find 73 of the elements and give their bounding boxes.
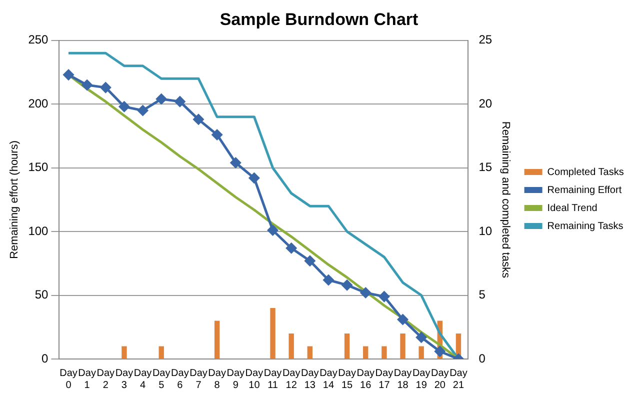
point: [248, 172, 260, 184]
point: [378, 291, 390, 302]
y2-axis-title: Remaining and completed tasks: [500, 121, 512, 278]
bar: [307, 346, 313, 359]
point: [286, 242, 297, 254]
x-tick-label: Day 20: [431, 368, 449, 391]
y2-tick-label: 15: [478, 160, 492, 174]
y2-tick-label: 5: [478, 288, 486, 302]
chart-title: Sample Burndown Chart: [220, 10, 419, 29]
x-tick-label: Day 18: [394, 368, 412, 391]
point: [156, 94, 167, 104]
bar: [158, 346, 164, 359]
bar: [418, 346, 424, 359]
bar: [214, 320, 220, 359]
legend-label: Completed Tasks: [547, 166, 624, 178]
x-tick-label: Day 14: [320, 368, 338, 391]
x-tick-label: Day 13: [301, 368, 319, 391]
x-tick-label: Day 2: [96, 368, 115, 391]
bar: [363, 346, 368, 359]
x-tick-label: Day 12: [282, 368, 300, 391]
x-tick-label: Day 19: [412, 368, 430, 391]
point: [342, 280, 352, 290]
point: [82, 80, 92, 90]
x-tick-label: Day 6: [171, 368, 189, 391]
legend-label: Remaining Effort: [547, 184, 622, 196]
bar: [270, 308, 276, 359]
y-axis-title: Remaining effort (hours): [8, 140, 21, 259]
x-tick-label: Day 10: [245, 368, 264, 391]
point: [230, 157, 241, 168]
point: [193, 114, 204, 125]
bar: [382, 346, 387, 359]
bar: [122, 346, 127, 359]
point: [268, 225, 278, 236]
bar: [344, 334, 350, 359]
point: [174, 96, 186, 107]
x-tick-label: Day 9: [226, 368, 245, 391]
x-tick-label: Day 21: [450, 368, 468, 391]
x-tick-label: Day 16: [356, 368, 375, 391]
x-tick-label: Day 8: [208, 368, 226, 391]
x-tick-label: Day 17: [375, 368, 394, 391]
bar: [288, 334, 294, 359]
bar: [400, 334, 406, 359]
y-tick-label: 0: [42, 351, 49, 366]
y-tick-label: 100: [28, 224, 49, 238]
x-tick-label: Day 5: [152, 368, 170, 391]
point: [118, 101, 130, 112]
point: [323, 274, 334, 286]
point: [63, 70, 74, 80]
y-tick-label: 50: [34, 288, 49, 302]
x-tick-label: Day 15: [338, 368, 356, 391]
y2-tick-label: 0: [478, 351, 486, 366]
point: [416, 332, 427, 343]
legend-label: Remaining Tasks: [547, 220, 624, 232]
point: [434, 346, 446, 357]
x-tick-label: Day 7: [190, 368, 208, 391]
point: [100, 82, 111, 93]
point: [398, 314, 408, 325]
legend-label: Ideal Trend: [547, 202, 598, 214]
point: [360, 287, 371, 298]
y-tick-label: 250: [28, 32, 49, 47]
y2-tick-label: 10: [478, 224, 492, 238]
x-tick-label: Day 4: [134, 368, 152, 391]
point: [304, 256, 316, 266]
y2-tick-label: 20: [478, 96, 492, 110]
point: [138, 105, 148, 116]
x-tick-label: Day 3: [115, 368, 134, 391]
y-tick-label: 150: [28, 160, 49, 174]
x-tick-label: Day 0: [60, 368, 78, 391]
x-tick-label: Day 1: [78, 368, 96, 391]
x-tick-label: Day 11: [264, 368, 282, 391]
y-tick-label: 200: [28, 96, 49, 110]
y2-tick-label: 25: [478, 32, 492, 47]
point: [212, 129, 222, 140]
